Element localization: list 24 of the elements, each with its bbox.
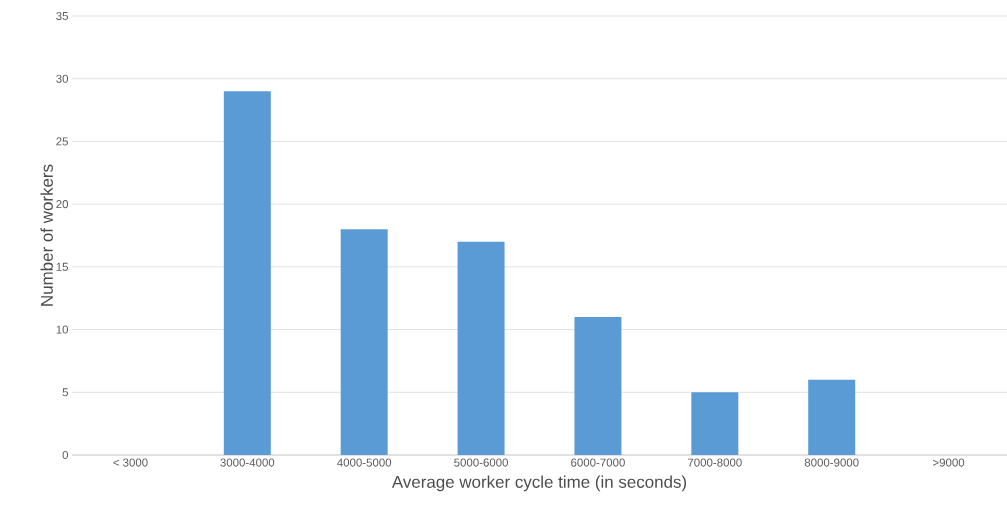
y-tick-label: 0 [62, 450, 69, 460]
y-tick-label: 15 [56, 262, 68, 271]
bar [574, 317, 622, 455]
x-tick-label: 6000-7000 [571, 458, 625, 467]
y-tick-label: 20 [56, 200, 69, 209]
x-tick-label: >9000 [933, 458, 965, 467]
bar [457, 241, 505, 455]
y-tick-label: 25 [56, 137, 68, 146]
x-tick-label: 7000-8000 [688, 458, 742, 467]
bar [223, 91, 271, 455]
x-tick-label: 8000-9000 [804, 458, 859, 467]
x-tick-label: 5000-6000 [454, 458, 508, 467]
x-axis-title: Average worker cycle time (in seconds) [391, 475, 687, 492]
y-tick-label: 10 [56, 325, 69, 334]
y-tick-label: 5 [62, 388, 68, 397]
y-axis-title: Number of workers [40, 164, 53, 306]
x-tick-label: 4000-5000 [337, 458, 392, 467]
y-tick-label: 35 [56, 11, 68, 21]
y-tick-label: 30 [56, 74, 69, 83]
bar [808, 379, 856, 455]
x-tick-label: 3000-4000 [220, 458, 275, 467]
bar [340, 229, 388, 455]
x-tick-label: < 3000 [113, 458, 148, 467]
bar [691, 392, 739, 455]
